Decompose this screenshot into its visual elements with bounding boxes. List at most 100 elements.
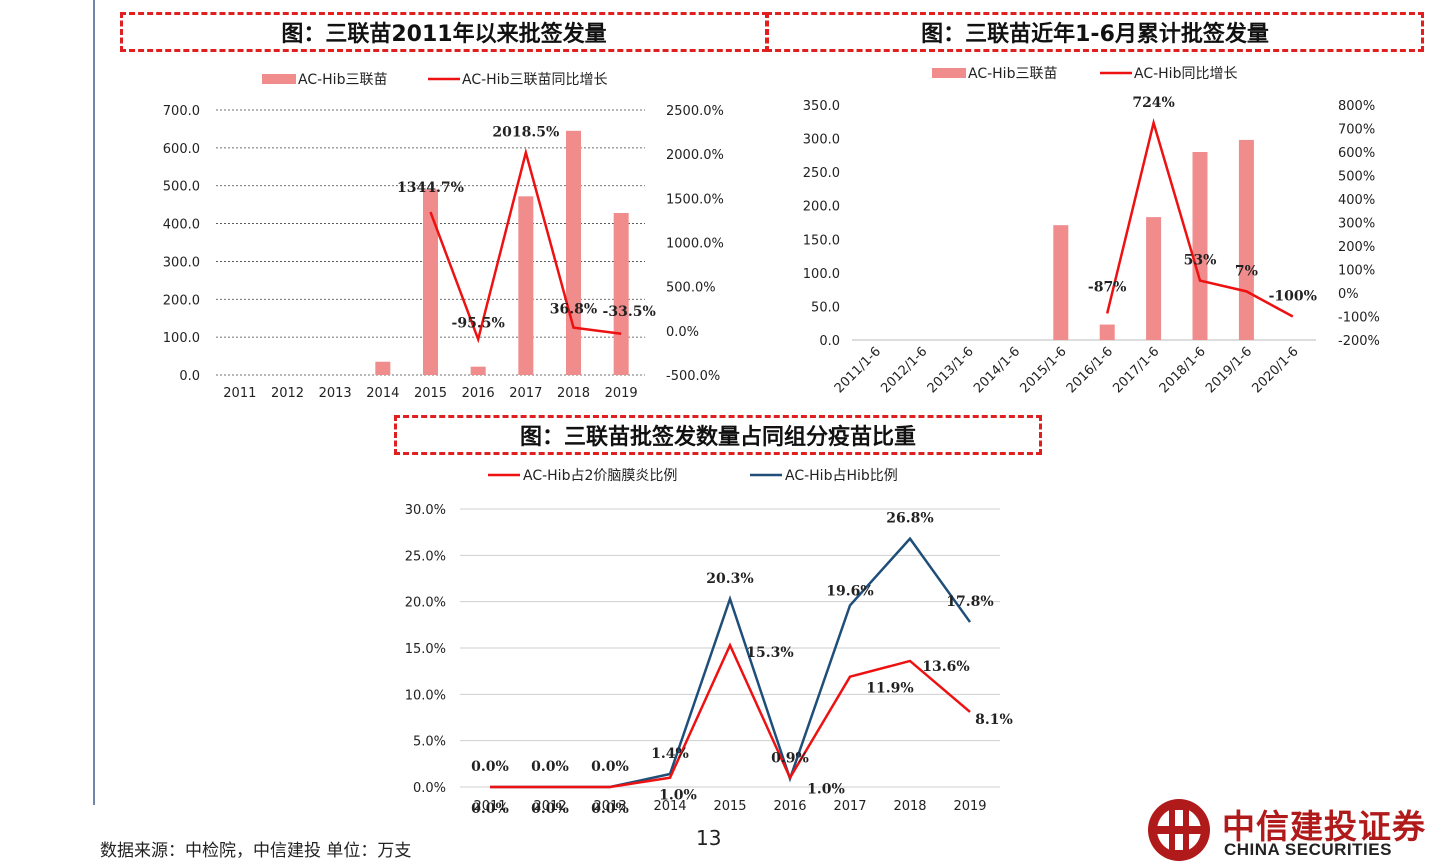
blue-data-label: 17.8% [946, 594, 993, 610]
blue-data-label: 0.9% [771, 751, 809, 767]
red-data-label: 0.0% [531, 801, 569, 817]
left-axis-tick: 150.0 [803, 233, 840, 248]
right-axis-tick: 0% [1338, 287, 1359, 302]
x-axis-tick: 2014 [366, 386, 399, 401]
right-axis-tick: 500.0% [666, 281, 716, 296]
right-axis-tick: 700% [1338, 123, 1375, 138]
chart3-title: 图：三联苗批签发数量占同组分疫苗比重 [394, 415, 1042, 455]
y-axis-tick: 0.0% [413, 781, 446, 796]
bar [1192, 152, 1208, 340]
right-axis-tick: -500.0% [666, 369, 720, 384]
right-axis-tick: 2000.0% [666, 148, 724, 163]
growth-data-label: 53% [1184, 253, 1217, 269]
chart2-combo-chart: AC-Hib三联苗 AC-Hib同比增长 350.0 300.0 250.0 200.0 1… [803, 66, 1380, 396]
growth-line [1105, 118, 1294, 318]
x-axis-tick: 2013 [319, 386, 352, 401]
chart1-combo-chart: AC-Hib三联苗 AC-Hib三联苗同比增长 700.0 600.0 500.0 400… [163, 72, 724, 401]
right-axis-tick: 1500.0% [666, 192, 724, 207]
right-axis-tick: 200% [1338, 240, 1375, 255]
y-axis-tick: 10.0% [405, 688, 446, 703]
left-axis-tick: 500.0 [163, 180, 200, 195]
x-axis-tick: 2019/1-6 [1203, 344, 1255, 396]
legend-blue-label: AC-Hib占Hib比例 [785, 468, 898, 484]
blue-data-label: 0.0% [591, 759, 629, 775]
chart2-title: 图：三联苗近年1-6月累计批签发量 [766, 12, 1424, 52]
right-axis-tick: 0.0% [666, 325, 699, 340]
blue-data-label: 20.3% [706, 571, 753, 587]
y-axis-tick: 30.0% [405, 503, 446, 518]
data-source-note: 数据来源：中检院，中信建投 单位：万支 [100, 841, 412, 861]
legend-line-label: AC-Hib同比增长 [1134, 66, 1237, 82]
left-axis-tick: 100.0 [803, 267, 840, 282]
chart1-title: 图：三联苗2011年以来批签发量 [120, 12, 768, 52]
left-axis-tick: 250.0 [803, 166, 840, 181]
x-axis-tick: 2012 [271, 386, 304, 401]
growth-data-label: -100% [1269, 289, 1317, 305]
growth-data-label: 2018.5% [492, 125, 559, 141]
right-axis-tick: 100% [1338, 264, 1375, 279]
growth-data-label: 1344.7% [397, 180, 464, 196]
growth-data-label: -95.5% [452, 315, 505, 331]
right-axis-tick: -200% [1338, 334, 1380, 349]
bar [1053, 225, 1069, 340]
chart3-line-chart: AC-Hib占2价脑膜炎比例 AC-Hib占Hib比例 30.0% 25.0% 20.0… [405, 468, 1013, 817]
left-axis-tick: 200.0 [803, 200, 840, 215]
right-axis-tick: 1000.0% [666, 237, 724, 252]
right-axis-tick: 2500.0% [666, 104, 724, 119]
bar [518, 196, 534, 375]
x-axis-tick: 2012/1-6 [878, 344, 930, 396]
growth-data-label: 724% [1132, 95, 1175, 111]
bar [1238, 139, 1254, 340]
x-axis-tick: 2012 [533, 799, 566, 814]
blue-data-label: 19.6% [826, 583, 873, 599]
growth-data-label: 36.8% [550, 302, 597, 318]
bar [1099, 324, 1115, 340]
growth-line [429, 147, 622, 344]
y-axis-tick: 25.0% [405, 549, 446, 564]
right-axis-tick: 800% [1338, 99, 1375, 114]
x-axis-tick: 2018/1-6 [1157, 344, 1209, 396]
legend-bar-swatch [262, 74, 296, 84]
x-axis-tick: 2015 [414, 386, 447, 401]
red-data-label: 15.3% [746, 645, 793, 661]
x-axis-tick: 2011 [223, 386, 256, 401]
growth-data-label: 7% [1235, 263, 1258, 279]
blue-data-label: 1.4% [651, 746, 689, 762]
x-axis-tick: 2013 [593, 799, 626, 814]
legend-bar-swatch [932, 68, 966, 78]
bar [566, 130, 581, 375]
x-axis-tick: 2020/1-6 [1250, 344, 1302, 396]
x-axis-tick: 2014 [653, 799, 686, 814]
meningitis-ratio-line [490, 642, 971, 789]
bar [375, 361, 391, 375]
red-data-label: 13.6% [922, 659, 969, 675]
growth-data-label: -87% [1088, 279, 1127, 295]
bar [1146, 217, 1162, 340]
x-axis-tick: 2018 [557, 386, 590, 401]
right-axis-tick: 400% [1338, 193, 1375, 208]
right-axis-tick: 300% [1338, 217, 1375, 232]
bar [470, 366, 486, 375]
legend-line-label: AC-Hib三联苗同比增长 [462, 72, 607, 88]
red-data-label: 11.9% [866, 681, 913, 697]
left-axis-tick: 300.0 [163, 255, 200, 270]
red-data-label: 8.1% [975, 712, 1013, 728]
red-data-label: 0.0% [591, 801, 629, 817]
x-axis-tick: 2015/1-6 [1018, 344, 1070, 396]
x-axis-tick: 2013/1-6 [925, 344, 977, 396]
left-axis-tick: 200.0 [163, 293, 200, 308]
legend-bar-label: AC-Hib三联苗 [298, 72, 387, 88]
x-axis-tick: 2014/1-6 [971, 344, 1023, 396]
citic-emblem-icon [1148, 799, 1210, 861]
right-axis-tick: 500% [1338, 170, 1375, 185]
y-axis-tick: 15.0% [405, 642, 446, 657]
red-data-label: 1.0% [807, 782, 845, 798]
red-data-label: 0.0% [471, 801, 509, 817]
bar [613, 212, 629, 375]
y-axis-tick: 5.0% [413, 735, 446, 750]
company-logo: 中信建投证券 CHINA SECURITIES [1142, 796, 1440, 864]
x-axis-tick: 2017 [509, 386, 542, 401]
left-axis-tick: 600.0 [163, 142, 200, 157]
legend-red-label: AC-Hib占2价脑膜炎比例 [523, 468, 677, 484]
left-axis-tick: 400.0 [163, 218, 200, 233]
